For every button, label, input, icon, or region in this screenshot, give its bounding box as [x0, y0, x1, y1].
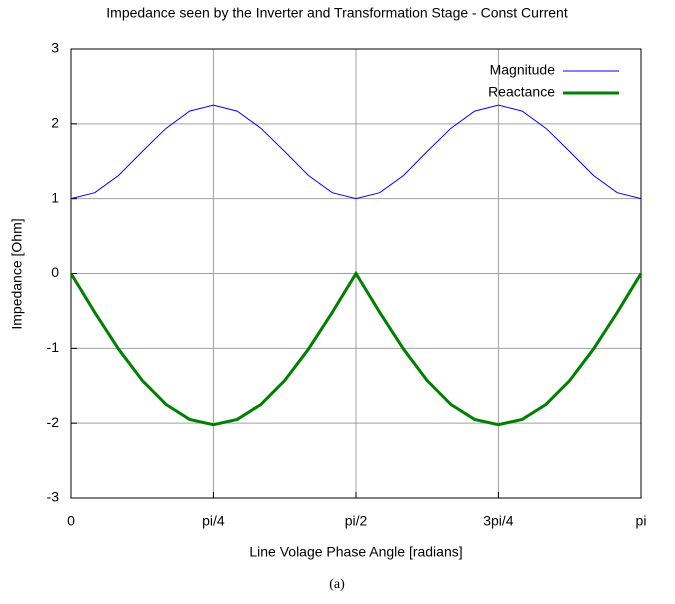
y-tick-label: -1 [47, 339, 60, 355]
y-tick-label: 0 [51, 264, 59, 280]
y-tick-label: 2 [51, 115, 59, 131]
y-tick-label: -3 [47, 489, 60, 505]
y-tick-label: -2 [47, 414, 60, 430]
x-tick-label: pi/4 [202, 513, 225, 529]
series-line [70, 104, 642, 200]
y-axis-label: Impedance [Ohm] [9, 218, 25, 329]
x-tick-label: pi/2 [345, 513, 368, 529]
y-tick-label: 3 [51, 40, 59, 56]
series-line [69, 270, 643, 427]
y-tick-label: 1 [51, 189, 59, 205]
x-tick-label: pi [636, 513, 647, 529]
chart-title: Impedance seen by the Inverter and Trans… [106, 5, 568, 21]
x-tick-label: 3pi/4 [483, 513, 514, 529]
legend-label: Magnitude [490, 62, 556, 78]
x-axis-label: Line Volage Phase Angle [radians] [249, 544, 462, 560]
legend-label: Reactance [488, 84, 555, 100]
x-tick-label: 0 [67, 513, 75, 529]
caption: (a) [329, 577, 345, 592]
